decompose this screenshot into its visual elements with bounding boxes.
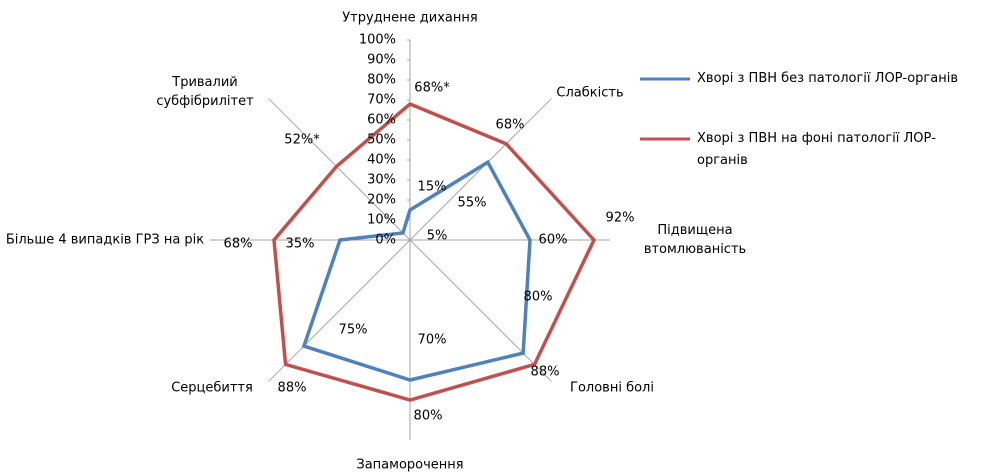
value-label: 88% [530, 364, 560, 380]
category-label: Головні болі [570, 380, 654, 396]
y-tick-label: 60% [367, 112, 396, 128]
value-label: 75% [338, 322, 368, 338]
value-label: 15% [417, 179, 447, 195]
value-label: 70% [417, 332, 447, 348]
value-label: 55% [457, 195, 487, 211]
y-tick-label: 90% [367, 52, 396, 68]
value-label: 68% [495, 117, 525, 133]
value-label: 80% [413, 408, 443, 424]
y-tick-label: 70% [367, 92, 396, 108]
axis-line [409, 98, 552, 241]
legend-label: Хворі з ПВН на фоні патології ЛОР-органі… [697, 131, 937, 168]
series-line [272, 101, 597, 402]
y-tick-label: 20% [367, 192, 396, 208]
axis-line [268, 239, 411, 382]
legend-label: Хворі з ПВН без патології ЛОР-органів [697, 71, 958, 86]
series-line [301, 159, 532, 382]
axis-line [409, 239, 552, 382]
y-tick-label: 50% [367, 132, 396, 148]
value-label: 35% [285, 236, 315, 252]
y-tick-label: 0% [375, 232, 396, 248]
category-label: Запаморочення [356, 457, 464, 473]
value-label: 68%* [414, 80, 450, 96]
value-label: 60% [538, 232, 568, 248]
y-tick-label: 30% [367, 172, 396, 188]
value-label: 80% [523, 289, 553, 305]
category-label: Більше 4 випадків ГРЗ на рік [5, 232, 205, 248]
category-label: Утруднене дихання [342, 10, 478, 26]
value-label: 52%* [284, 132, 320, 148]
axis-line [268, 98, 411, 241]
value-label: 68% [223, 236, 253, 252]
y-tick-label: 100% [358, 32, 396, 48]
category-label: Серцебиття [171, 380, 253, 396]
value-label: 5% [426, 228, 448, 244]
y-tick-label: 40% [367, 152, 396, 168]
category-label: Тривалий субфібрилітет [156, 75, 254, 109]
y-tick-label: 10% [367, 212, 396, 228]
category-label: Слабкість [556, 85, 624, 101]
category-label: Підвищена втомлюваність [643, 223, 747, 257]
value-label: 92% [605, 210, 635, 226]
value-label: 88% [277, 380, 307, 396]
y-tick-label: 80% [367, 72, 396, 88]
